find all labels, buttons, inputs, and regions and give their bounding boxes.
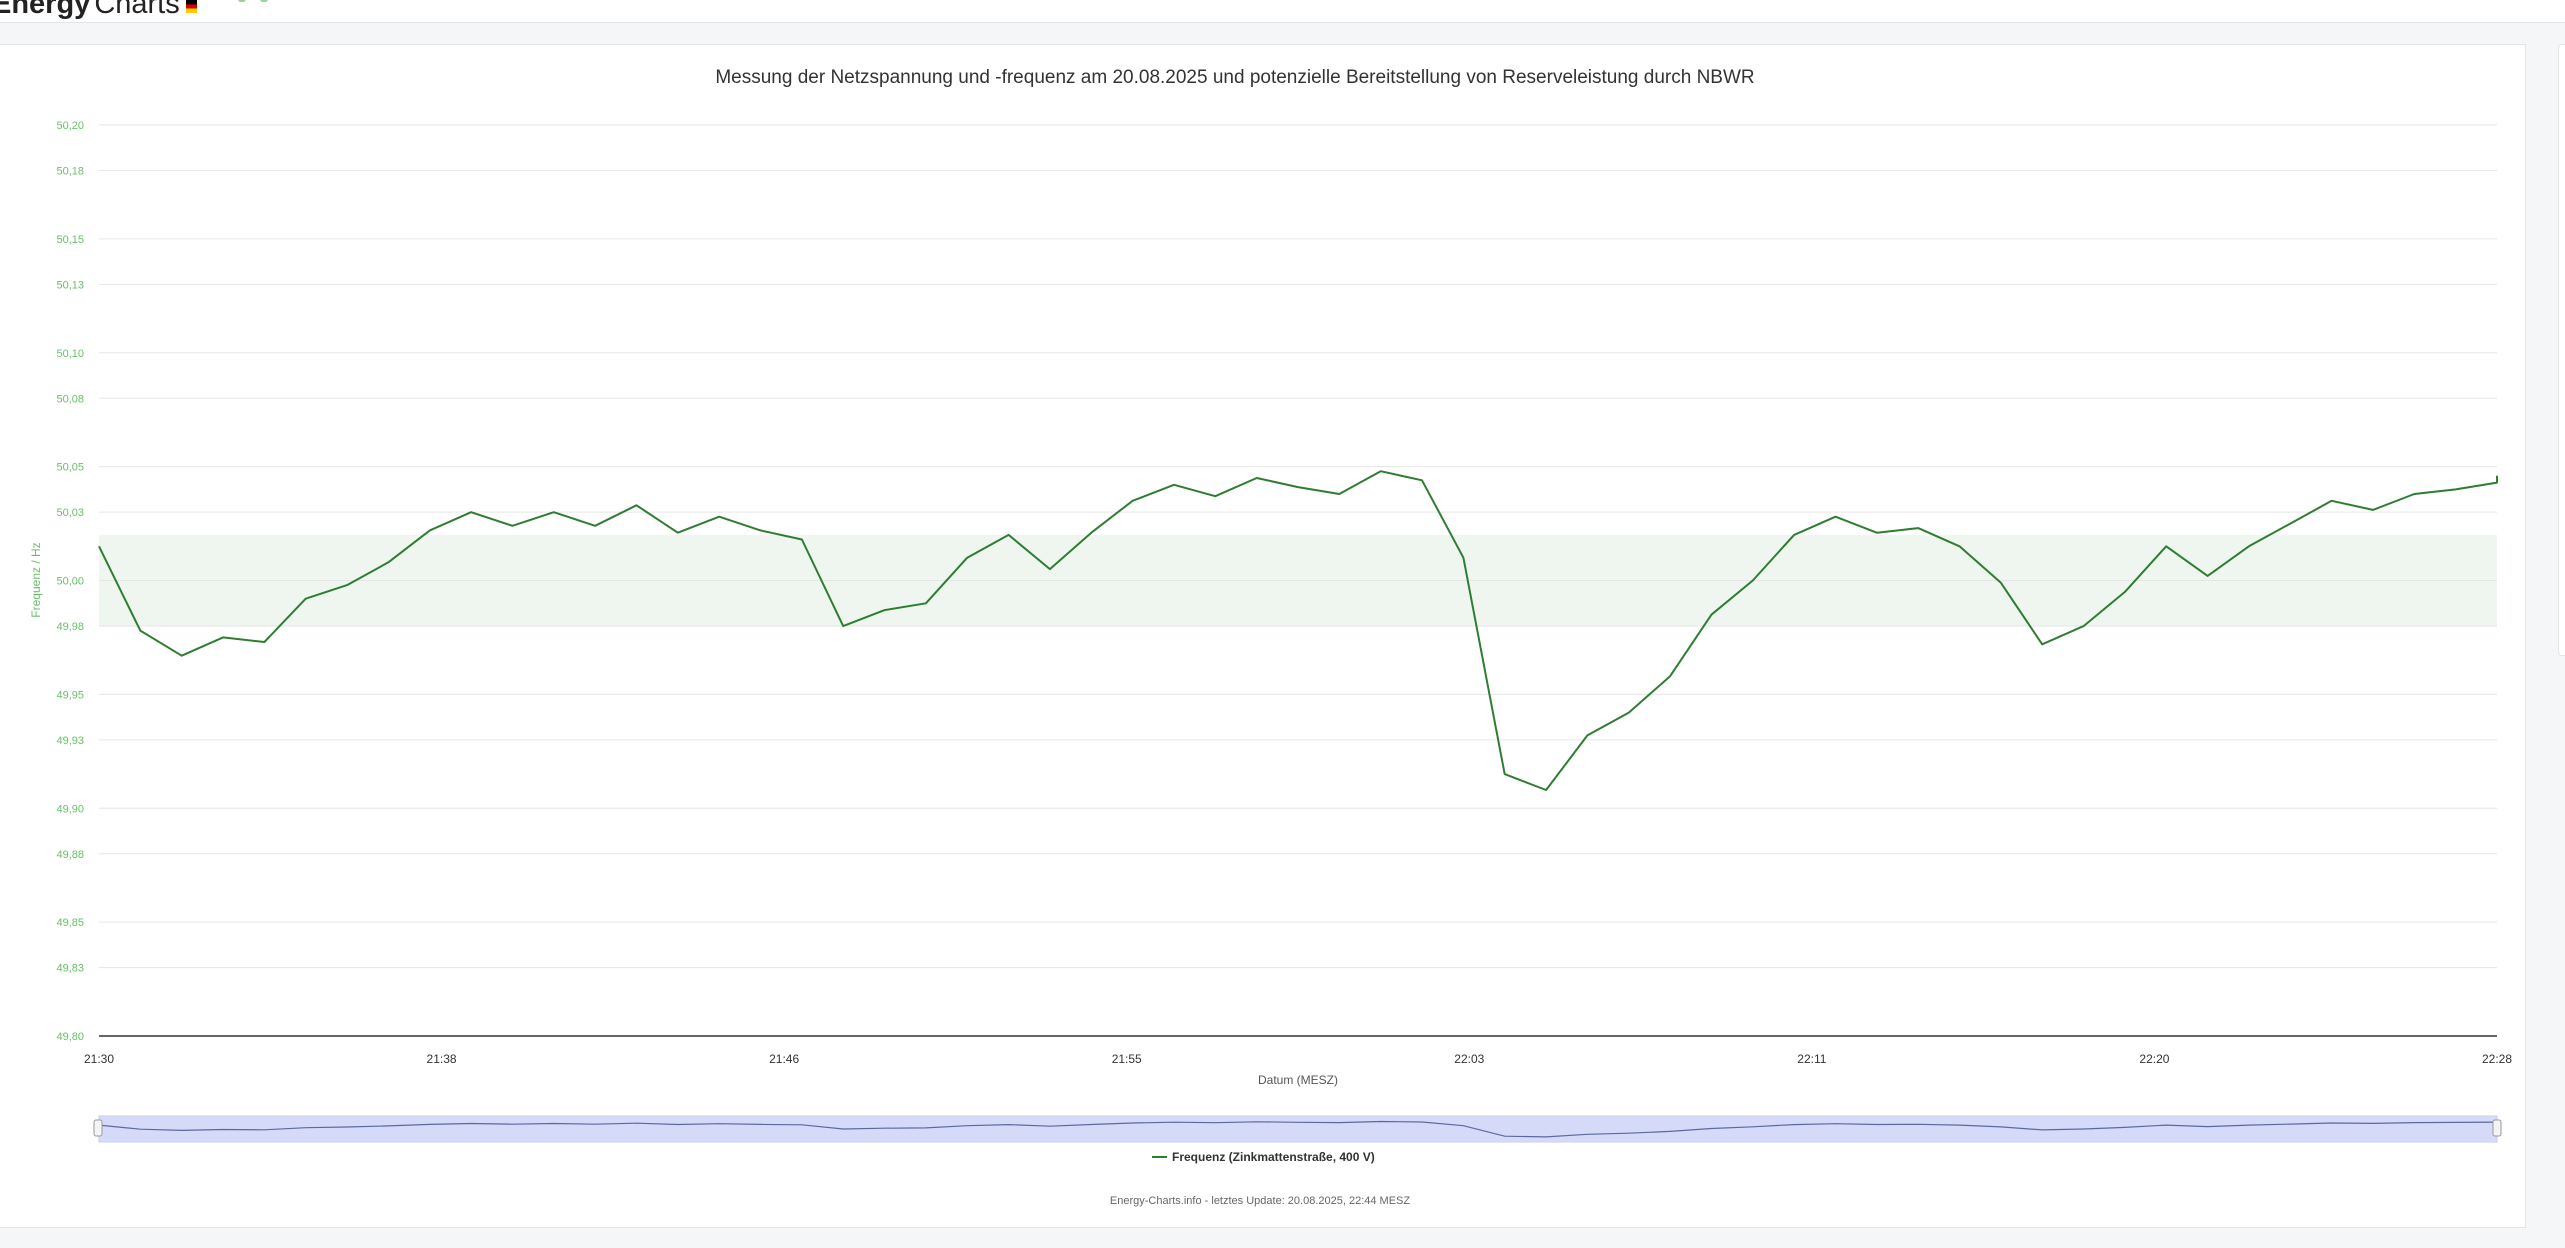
- navigator-handle-left[interactable]: [93, 1119, 103, 1137]
- y-tick-label: 50,10: [56, 348, 84, 360]
- y-tick-label: 49,93: [56, 735, 84, 747]
- chart-card: [0, 44, 2526, 1228]
- y-tick-label: 50,13: [56, 279, 84, 291]
- nav-item[interactable]: [260, 0, 268, 2]
- y-tick-label: 50,15: [56, 234, 84, 246]
- nav-menu: [238, 0, 268, 2]
- y-tick-label: 50,20: [56, 120, 84, 132]
- y-tick-label: 50,00: [56, 576, 84, 588]
- germany-flag-icon: [185, 0, 197, 13]
- range-navigator[interactable]: [93, 1115, 2502, 1143]
- y-tick-label: 49,90: [56, 803, 84, 815]
- legend-label[interactable]: Frequenz (Zinkmattenstraße, 400 V): [1172, 1150, 1375, 1164]
- y-tick-label: 49,88: [56, 849, 84, 861]
- top-navigation-bar: Energy Charts: [0, 0, 2565, 23]
- brand-name-light: Charts: [94, 0, 180, 20]
- y-axis-label: Frequenz / Hz: [29, 542, 43, 617]
- y-axis-tick-labels: 49,80 49,83 49,85 49,88 49,90 49,93 49,95 49,98…: [56, 120, 84, 1043]
- credits-text[interactable]: Energy-Charts.info - letztes Update: 20.…: [1110, 1195, 1410, 1207]
- x-tick-label: 22:28: [2482, 1052, 2512, 1066]
- y-tick-label: 49,95: [56, 689, 84, 701]
- grid-lines: [99, 124, 2497, 969]
- side-panel-edge: [2558, 44, 2565, 656]
- x-tick-label: 21:38: [427, 1052, 457, 1066]
- energy-charts-logo[interactable]: Energy Charts: [0, 0, 197, 20]
- y-tick-label: 50,18: [56, 166, 84, 178]
- y-tick-label: 50,03: [56, 507, 84, 519]
- y-tick-label: 49,83: [56, 963, 84, 975]
- frequency-series-line[interactable]: [98, 470, 2498, 791]
- navigator-handle-right[interactable]: [2492, 1119, 2502, 1137]
- y-tick-label: 49,85: [56, 917, 84, 929]
- navigator-selection[interactable]: [99, 1117, 2497, 1141]
- y-tick-label: 50,08: [56, 393, 84, 405]
- x-tick-label: 22:20: [2139, 1052, 2169, 1066]
- x-tick-label: 21:55: [1112, 1052, 1142, 1066]
- y-tick-label: 50,05: [56, 462, 84, 474]
- x-axis-label: Datum (MESZ): [1258, 1073, 1338, 1087]
- nav-item[interactable]: [238, 0, 246, 2]
- y-tick-label: 49,80: [56, 1031, 84, 1043]
- x-tick-label: 22:11: [1797, 1052, 1826, 1066]
- x-tick-label: 21:30: [84, 1052, 114, 1066]
- y-tick-label: 49,98: [56, 621, 84, 633]
- x-axis-tick-labels: 21:30 21:38 21:46 21:55 22:03 22:11 22:20 22:28: [84, 1052, 2512, 1066]
- legend[interactable]: Frequenz (Zinkmattenstraße, 400 V): [1152, 1150, 1375, 1164]
- x-tick-label: 21:46: [769, 1052, 799, 1066]
- navigator-series-line: [98, 1120, 2498, 1138]
- x-tick-label: 22:03: [1454, 1052, 1484, 1066]
- chart-title: Messung der Netzspannung und -frequenz a…: [715, 67, 1754, 88]
- brand-name-bold: Energy: [0, 0, 91, 20]
